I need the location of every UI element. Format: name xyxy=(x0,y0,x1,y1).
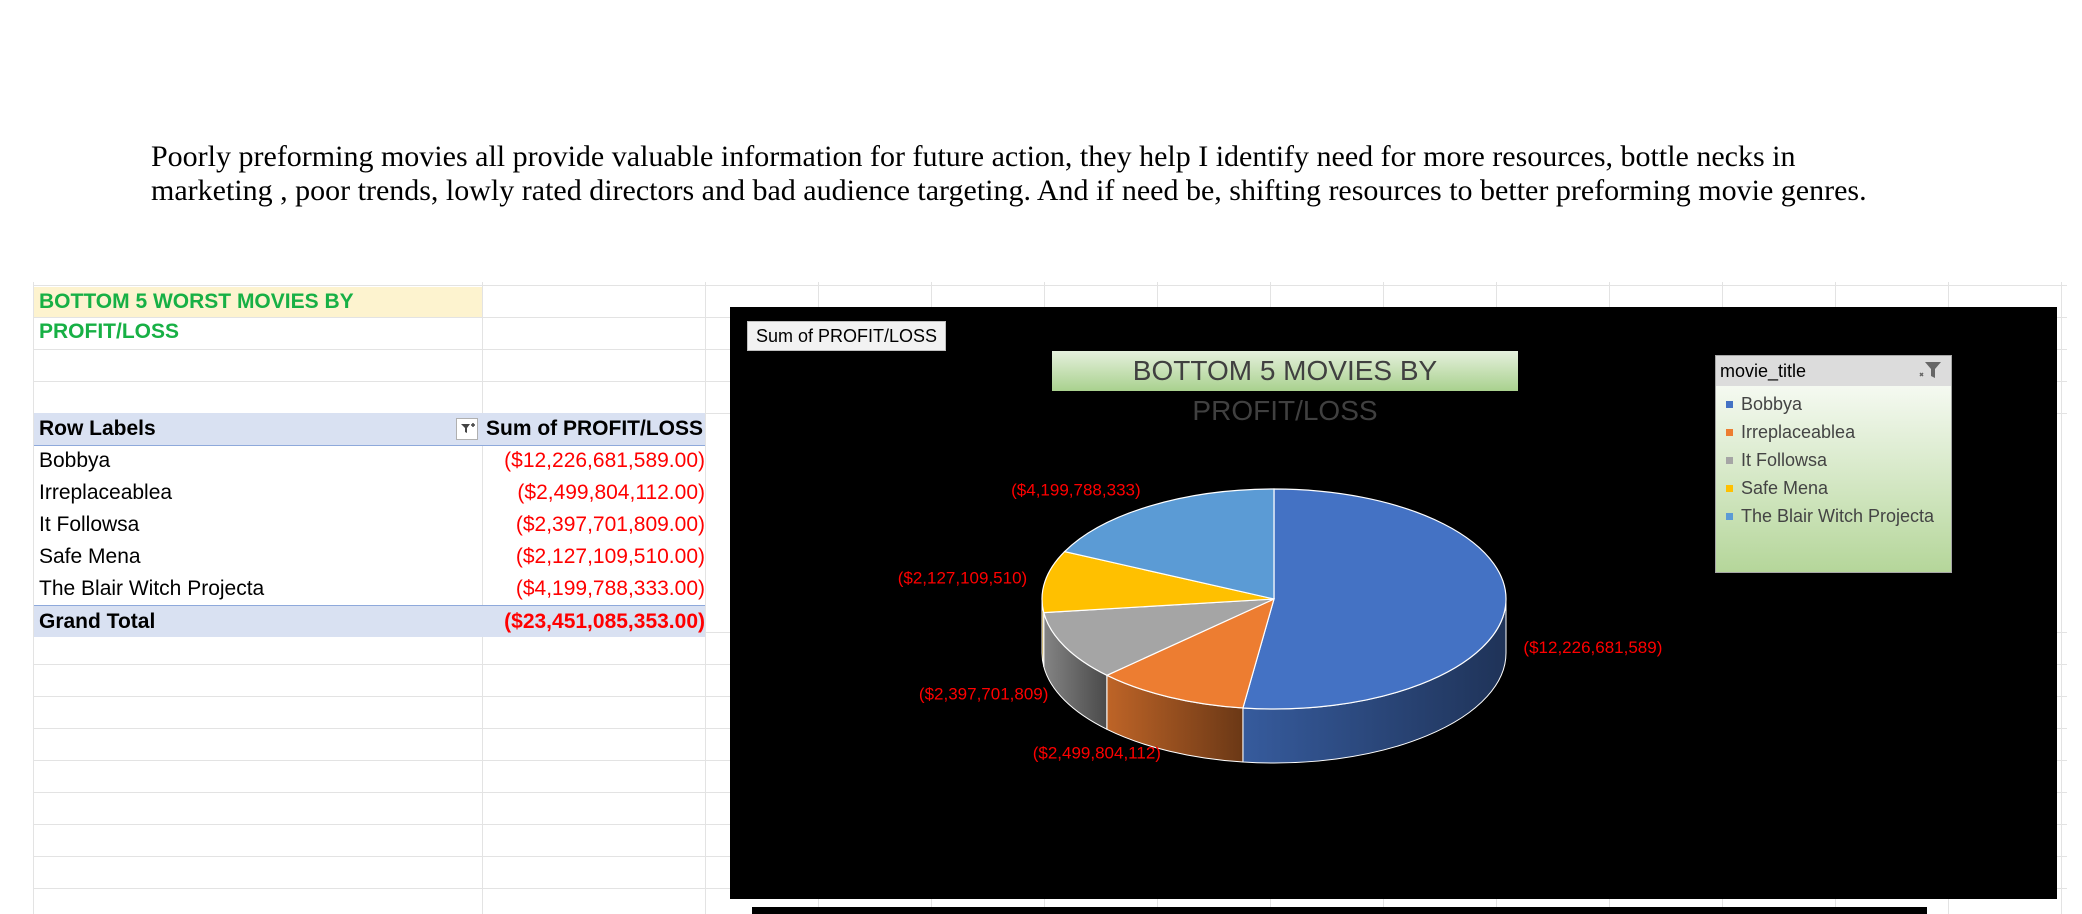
legend-swatch xyxy=(1726,513,1733,520)
grid-line xyxy=(2061,282,2062,914)
pivot-row-label: Bobbya xyxy=(39,449,111,472)
slicer-item[interactable]: The Blair Witch Projecta xyxy=(1716,498,1951,535)
row-labels-header: Row Labels xyxy=(39,417,156,440)
pivot-row-label: The Blair Witch Projecta xyxy=(39,577,265,600)
row-labels-filter-button[interactable] xyxy=(456,418,478,440)
slicer-item[interactable]: Safe Mena xyxy=(1716,470,1951,507)
grid-line xyxy=(482,282,483,914)
pivot-row-value: ($2,127,109,510.00) xyxy=(515,545,705,568)
clear-filter-button[interactable] xyxy=(1919,359,1943,390)
pivot-row-label: It Followsa xyxy=(39,513,140,536)
pie-data-label: ($2,499,804,112) xyxy=(1033,744,1161,763)
pivot-row-value: ($4,199,788,333.00) xyxy=(515,577,705,600)
pivot-title: BOTTOM 5 WORST MOVIES BY PROFIT/LOSS xyxy=(34,287,482,343)
grand-total-label: Grand Total xyxy=(39,610,156,633)
pie-data-label: ($4,199,788,333) xyxy=(1011,481,1141,500)
pivot-row-label: Safe Mena xyxy=(39,545,141,568)
movie-title-slicer[interactable]: movie_title Bobbya Irreplaceablea It Follo… xyxy=(1715,355,1952,573)
grand-total-value: ($23,451,085,353.00) xyxy=(504,610,705,633)
pie-data-label: ($12,226,681,589) xyxy=(1523,638,1662,657)
pie-data-label: ($2,127,109,510) xyxy=(898,569,1028,588)
intro-line-1: Poorly preforming movies all provide val… xyxy=(151,140,1796,173)
slicer-item[interactable]: It Followsa xyxy=(1716,442,1951,479)
pie-slice[interactable] xyxy=(1242,488,1507,710)
pivot-row-value: ($12,226,681,589.00) xyxy=(504,449,705,472)
slicer-item-label: Safe Mena xyxy=(1741,478,1829,498)
sum-profit-loss-field-button[interactable]: Sum of PROFIT/LOSS xyxy=(747,321,947,351)
pivot-header-row: Row Labels Sum of PROFIT/LOSS xyxy=(34,413,705,446)
slicer-item-label: The Blair Witch Projecta xyxy=(1741,506,1935,526)
pie-slice[interactable] xyxy=(1105,597,1275,709)
intro-text: Poorly preforming movies all provide val… xyxy=(151,140,2051,208)
pivot-row[interactable]: Safe Mena ($2,127,109,510.00) xyxy=(34,541,705,572)
pie-slice[interactable] xyxy=(1041,550,1275,614)
pivot-row-value: ($2,499,804,112.00) xyxy=(517,481,705,504)
legend-swatch xyxy=(1726,429,1733,436)
intro-line-2: marketing , poor trends, lowly rated dir… xyxy=(151,174,1867,207)
pie-data-label: ($2,397,701,809) xyxy=(919,685,1049,704)
pivot-row-label: Irreplaceablea xyxy=(39,481,173,504)
sum-profit-loss-header: Sum of PROFIT/LOSS xyxy=(486,417,704,440)
pivot-row-value: ($2,397,701,809.00) xyxy=(515,513,705,536)
legend-swatch xyxy=(1726,457,1733,464)
legend-swatch xyxy=(1726,401,1733,408)
grid-line xyxy=(33,285,2067,286)
slicer-item-label: It Followsa xyxy=(1741,450,1828,470)
grid-line xyxy=(33,282,34,914)
pivot-row[interactable]: It Followsa ($2,397,701,809.00) xyxy=(34,509,705,540)
grid-line xyxy=(705,282,706,914)
pivot-row[interactable]: The Blair Witch Projecta ($4,199,788,333… xyxy=(34,573,705,604)
slicer-item[interactable]: Irreplaceablea xyxy=(1716,414,1951,451)
slicer-item[interactable]: Bobbya xyxy=(1716,386,1951,423)
grand-total-row[interactable]: Grand Total ($23,451,085,353.00) xyxy=(34,605,705,637)
legend-swatch xyxy=(1726,485,1733,492)
pie-slice[interactable] xyxy=(1043,598,1275,676)
pie-chart-panel[interactable]: Sum of PROFIT/LOSS BOTTOM 5 MOVIES BY PR… xyxy=(730,307,2057,899)
slicer-item-label: Irreplaceablea xyxy=(1741,422,1856,442)
chart-title: BOTTOM 5 MOVIES BY PROFIT/LOSS xyxy=(1052,351,1518,426)
spreadsheet-grid: BOTTOM 5 WORST MOVIES BY PROFIT/LOSS Row… xyxy=(33,282,2067,914)
pivot-row[interactable]: Bobbya ($12,226,681,589.00) xyxy=(34,445,705,476)
filter-icon xyxy=(461,423,475,433)
pivot-row[interactable]: Irreplaceablea ($2,499,804,112.00) xyxy=(34,477,705,508)
pie-slice[interactable] xyxy=(1063,488,1275,600)
slicer-title: movie_title xyxy=(1720,361,1807,381)
filter-icon xyxy=(1919,362,1941,378)
slicer-item-label: Bobbya xyxy=(1741,394,1803,414)
next-chart-edge xyxy=(752,907,1927,914)
slicer-header: movie_title xyxy=(1716,356,1951,386)
pie-chart-svg: ($12,226,681,589) ($2,499,804,112) ($2,397… xyxy=(898,481,1662,764)
